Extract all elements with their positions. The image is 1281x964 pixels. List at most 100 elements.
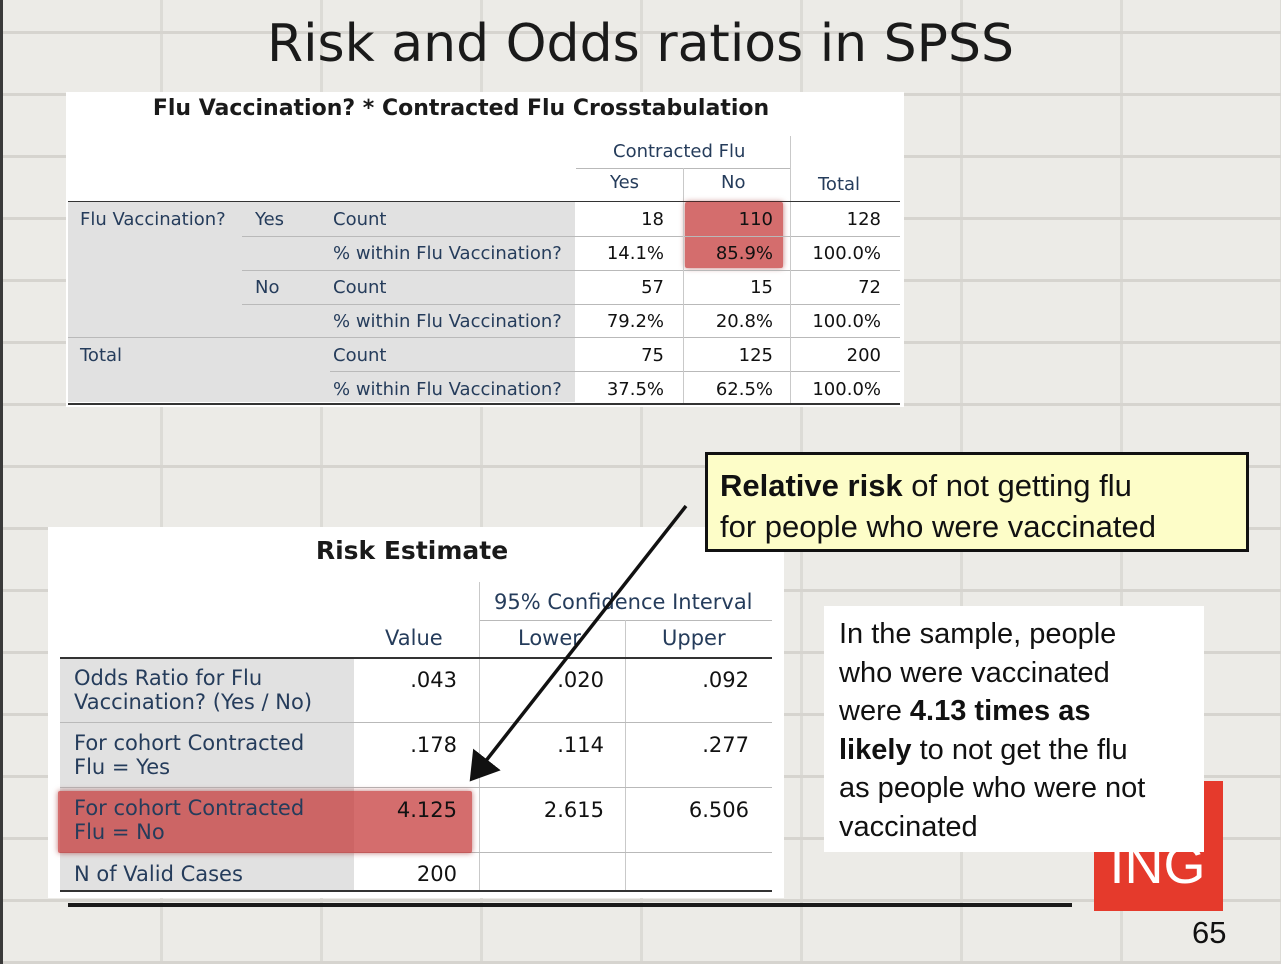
header-vline-total xyxy=(790,136,791,202)
callout-line-1: Relative risk of not getting flu xyxy=(720,465,1246,506)
col-header-yes: Yes xyxy=(610,172,640,193)
cell-value: 57 xyxy=(641,277,664,298)
cell-value: 125 xyxy=(738,345,773,366)
cell-value: 72 xyxy=(858,277,881,298)
row-label-no: No xyxy=(255,277,280,298)
slide-title: Risk and Odds ratios in SPSS xyxy=(266,14,1015,74)
cell-value: 18 xyxy=(641,209,664,230)
note-text: were xyxy=(839,695,910,727)
risk-value: .178 xyxy=(410,733,457,757)
risk-row-label-line: Vaccination? (Yes / No) xyxy=(74,690,313,714)
risk-lower: .020 xyxy=(557,668,604,692)
left-edge-bar xyxy=(0,0,3,964)
note-text: to not get the flu xyxy=(911,733,1128,766)
stat-label: Count xyxy=(333,345,387,366)
callout-line-2: for people who were vaccinated xyxy=(720,509,1156,544)
risk-row-label: Odds Ratio for Flu Vaccination? (Yes / N… xyxy=(74,666,312,714)
note-bold: 4.13 times as xyxy=(909,695,1091,727)
header-bottom-line xyxy=(68,201,900,202)
risk-upper: .092 xyxy=(702,668,749,692)
risk-value: 4.125 xyxy=(396,798,457,822)
risk-row-label: For cohort Contracted Flu = No xyxy=(74,796,304,844)
col-group-header: Contracted Flu xyxy=(613,141,746,162)
col-divider xyxy=(790,202,791,403)
relative-risk-callout: Relative risk of not getting flu for peo… xyxy=(705,452,1249,552)
col-header-value: Value xyxy=(385,626,443,650)
ci-divider xyxy=(480,620,772,621)
row-divider xyxy=(60,722,772,723)
row-var-label: Flu Vaccination? xyxy=(80,209,226,230)
risk-row-label: N of Valid Cases xyxy=(74,862,243,886)
footer-line xyxy=(68,903,1072,907)
note-line: vaccinated xyxy=(839,810,978,843)
col-divider xyxy=(479,582,480,891)
cell-value: 20.8% xyxy=(715,311,773,332)
risk-row-label-line: Flu = Yes xyxy=(74,755,171,779)
risk-header-line xyxy=(60,657,772,659)
cell-value: 14.1% xyxy=(606,243,664,264)
row-divider xyxy=(60,787,772,788)
col-header-upper: Upper xyxy=(662,626,726,650)
row-label-total: Total xyxy=(80,345,123,366)
col-divider xyxy=(625,620,626,891)
risk-row-label: For cohort Contracted Flu = Yes xyxy=(74,731,304,779)
note-line: as people who were not xyxy=(839,772,1146,804)
row-divider xyxy=(330,371,900,372)
risk-value: .043 xyxy=(410,668,457,692)
risk-upper: 6.506 xyxy=(688,798,749,822)
col-header-no: No xyxy=(721,172,746,193)
note-line: who were vaccinated xyxy=(839,656,1110,689)
row-divider xyxy=(68,337,900,338)
highlight-cohort-no-row xyxy=(58,791,472,853)
header-vline xyxy=(683,168,684,201)
col-header-total: Total xyxy=(818,174,861,195)
risk-title: Risk Estimate xyxy=(315,536,509,565)
crosstab-title: Flu Vaccination? * Contracted Flu Crosst… xyxy=(152,96,770,121)
ci-header: 95% Confidence Interval xyxy=(494,590,753,614)
page-number: 65 xyxy=(1192,915,1227,950)
stat-label: Count xyxy=(333,277,387,298)
cell-value: 200 xyxy=(846,345,881,366)
risk-value: 200 xyxy=(416,862,457,886)
cell-value: 100.0% xyxy=(812,379,881,400)
note-line: were 4.13 times as xyxy=(839,692,1204,731)
risk-lower: 2.615 xyxy=(543,798,604,822)
risk-bottom-line xyxy=(60,890,772,892)
col-divider xyxy=(683,202,684,403)
callout-bold: Relative risk xyxy=(720,468,903,503)
callout-text: of not getting flu xyxy=(902,468,1132,503)
col-header-lower: Lower xyxy=(518,626,581,650)
cell-value: 128 xyxy=(846,209,881,230)
row-divider xyxy=(242,304,900,305)
note-bold: likely xyxy=(839,733,912,766)
risk-row-label-line: Odds Ratio for Flu xyxy=(74,666,263,690)
cell-value: 85.9% xyxy=(715,243,773,264)
table-bottom-line xyxy=(68,403,900,405)
risk-row-label-line: Flu = No xyxy=(74,820,165,844)
highlight-no-yes-cells xyxy=(685,202,783,268)
note-line: likely to not get the flu xyxy=(839,731,1204,770)
cell-value: 37.5% xyxy=(606,379,664,400)
risk-row-label-line: For cohort Contracted xyxy=(74,731,305,755)
stat-label: Count xyxy=(333,209,387,230)
row-divider xyxy=(242,236,900,237)
row-divider xyxy=(242,270,900,271)
cell-value: 75 xyxy=(641,345,664,366)
risk-upper: .277 xyxy=(702,733,749,757)
cell-value: 110 xyxy=(738,209,773,230)
cell-value: 79.2% xyxy=(606,311,664,332)
stat-label: % within Flu Vaccination? xyxy=(333,379,562,400)
row-label-shade xyxy=(68,202,575,402)
cell-value: 62.5% xyxy=(715,379,773,400)
stat-label: % within Flu Vaccination? xyxy=(333,311,562,332)
risk-row-label-line: For cohort Contracted xyxy=(74,796,305,820)
interpretation-note: In the sample, people who were vaccinate… xyxy=(824,606,1204,852)
cell-value: 100.0% xyxy=(812,311,881,332)
cell-value: 15 xyxy=(750,277,773,298)
row-label-yes: Yes xyxy=(255,209,285,230)
risk-lower: .114 xyxy=(557,733,604,757)
note-line: In the sample, people xyxy=(839,618,1117,650)
stat-label: % within Flu Vaccination? xyxy=(333,243,562,264)
cell-value: 100.0% xyxy=(812,243,881,264)
